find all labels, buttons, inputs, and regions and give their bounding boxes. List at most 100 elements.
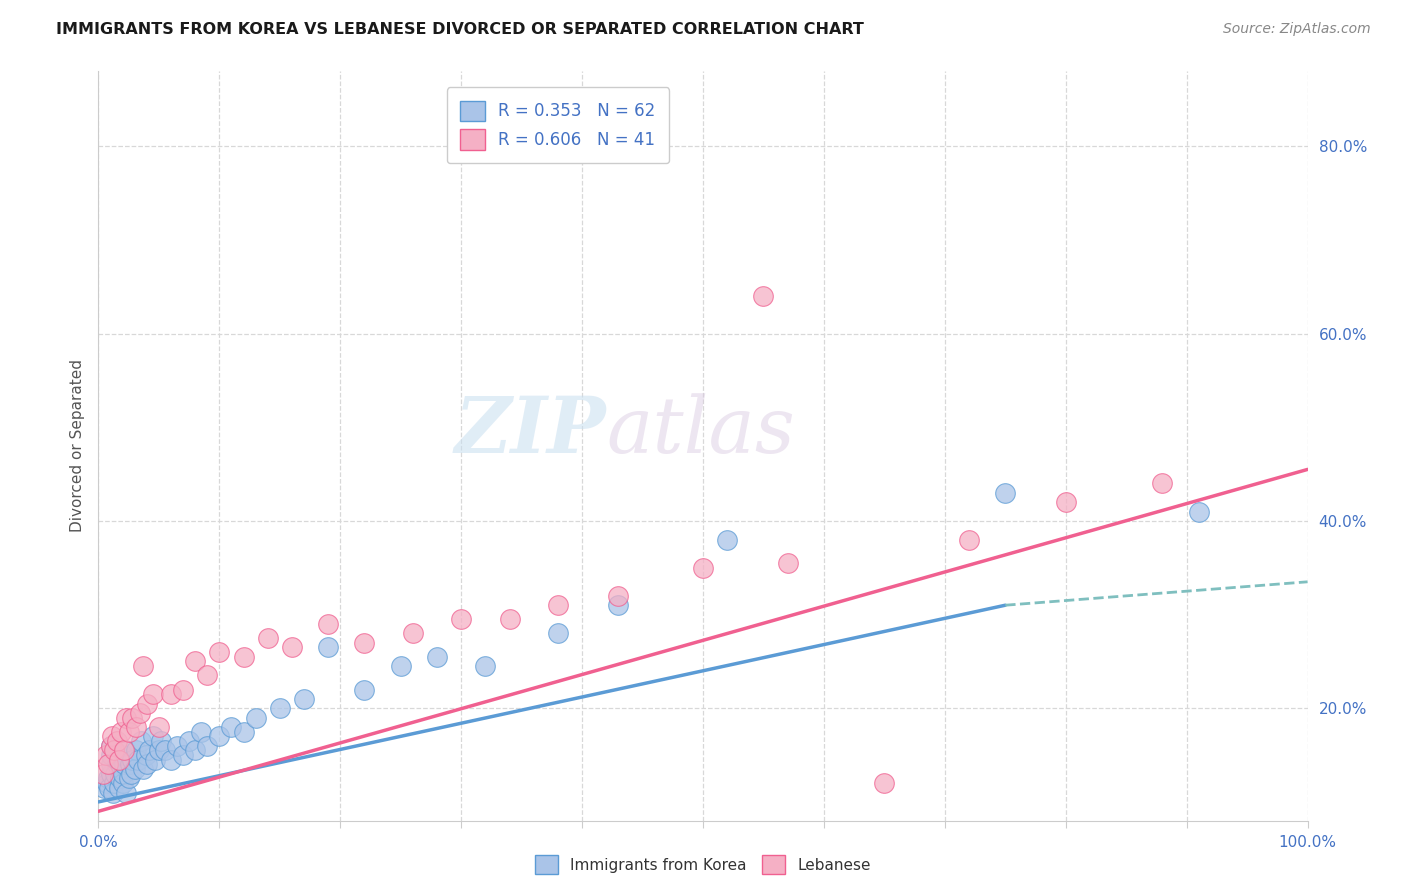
- Point: [160, 753, 183, 767]
- Point: [142, 730, 165, 744]
- Point: [426, 649, 449, 664]
- Point: [100, 767, 122, 781]
- Point: [402, 626, 425, 640]
- Point: [118, 724, 141, 739]
- Point: [91, 767, 114, 781]
- Point: [110, 724, 132, 739]
- Point: [132, 762, 155, 776]
- Point: [98, 780, 121, 795]
- Point: [108, 780, 131, 795]
- Point: [153, 743, 176, 757]
- Point: [547, 599, 569, 613]
- Point: [607, 589, 630, 603]
- Point: [316, 640, 339, 655]
- Point: [166, 739, 188, 753]
- Point: [269, 701, 291, 715]
- Point: [125, 720, 148, 734]
- Point: [135, 747, 157, 762]
- Point: [474, 659, 496, 673]
- Point: [111, 776, 134, 790]
- Point: [120, 767, 142, 781]
- Point: [125, 743, 148, 757]
- Point: [316, 617, 339, 632]
- Point: [108, 772, 131, 786]
- Point: [100, 739, 122, 753]
- Point: [127, 753, 149, 767]
- Text: Source: ZipAtlas.com: Source: ZipAtlas.com: [1223, 22, 1371, 37]
- Point: [96, 776, 118, 790]
- Point: [103, 743, 125, 757]
- Point: [112, 757, 135, 772]
- Point: [135, 757, 157, 772]
- Point: [121, 710, 143, 724]
- Point: [128, 706, 150, 720]
- Point: [112, 743, 135, 757]
- Point: [232, 649, 254, 664]
- Point: [245, 710, 267, 724]
- Point: [101, 786, 124, 800]
- Point: [208, 645, 231, 659]
- Point: [184, 655, 207, 669]
- Point: [607, 599, 630, 613]
- Point: [124, 762, 146, 776]
- Point: [138, 743, 160, 757]
- Point: [143, 753, 166, 767]
- Point: [142, 687, 165, 701]
- Point: [103, 776, 125, 790]
- Point: [105, 757, 128, 772]
- Point: [221, 720, 243, 734]
- Point: [292, 692, 315, 706]
- Point: [132, 659, 155, 673]
- Point: [179, 734, 201, 748]
- Point: [108, 753, 131, 767]
- Point: [498, 612, 520, 626]
- Point: [160, 687, 183, 701]
- Point: [97, 757, 120, 772]
- Point: [135, 697, 157, 711]
- Point: [957, 533, 980, 547]
- Point: [994, 486, 1017, 500]
- Point: [105, 734, 128, 748]
- Point: [281, 640, 304, 655]
- Y-axis label: Divorced or Separated: Divorced or Separated: [69, 359, 84, 533]
- Point: [115, 710, 138, 724]
- Point: [195, 668, 218, 682]
- Point: [232, 724, 254, 739]
- Point: [1188, 505, 1211, 519]
- Point: [129, 734, 152, 748]
- Point: [100, 739, 122, 753]
- Point: [118, 772, 141, 786]
- Point: [716, 533, 738, 547]
- Point: [1054, 495, 1077, 509]
- Point: [190, 724, 212, 739]
- Text: ZIP: ZIP: [454, 392, 606, 469]
- Point: [104, 767, 127, 781]
- Point: [110, 762, 132, 776]
- Legend: R = 0.353   N = 62, R = 0.606   N = 41: R = 0.353 N = 62, R = 0.606 N = 41: [447, 87, 669, 163]
- Point: [172, 747, 194, 762]
- Point: [100, 730, 122, 744]
- Point: [111, 747, 134, 762]
- Point: [547, 626, 569, 640]
- Text: IMMIGRANTS FROM KOREA VS LEBANESE DIVORCED OR SEPARATED CORRELATION CHART: IMMIGRANTS FROM KOREA VS LEBANESE DIVORC…: [56, 22, 865, 37]
- Point: [148, 743, 170, 757]
- Point: [150, 734, 173, 748]
- Point: [100, 757, 122, 772]
- Point: [115, 786, 138, 800]
- Point: [389, 659, 412, 673]
- Point: [1152, 476, 1174, 491]
- Text: atlas: atlas: [606, 392, 794, 469]
- Point: [94, 747, 117, 762]
- Point: [148, 720, 170, 734]
- Point: [692, 561, 714, 575]
- Point: [184, 743, 207, 757]
- Point: [752, 289, 775, 303]
- Point: [107, 753, 129, 767]
- Point: [353, 635, 375, 649]
- Point: [121, 753, 143, 767]
- Point: [873, 776, 896, 790]
- Point: [195, 739, 218, 753]
- Point: [93, 780, 115, 795]
- Point: [97, 772, 120, 786]
- Point: [450, 612, 472, 626]
